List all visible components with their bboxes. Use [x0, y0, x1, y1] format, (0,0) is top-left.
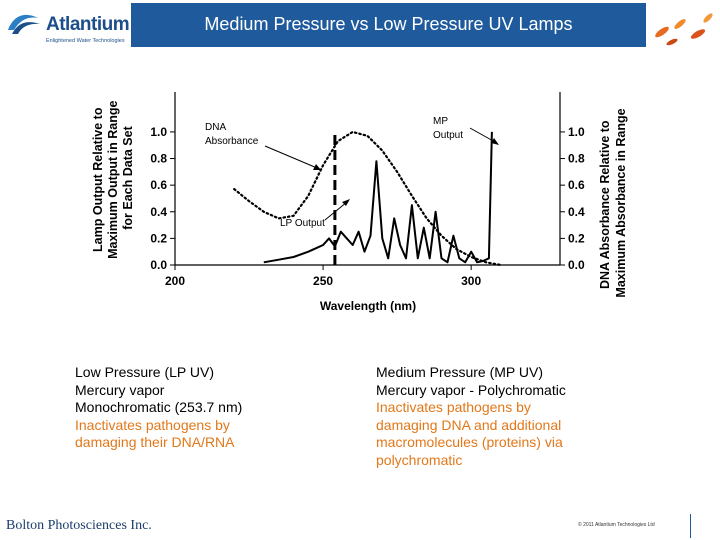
y-tick-right-label: 0.8 [568, 152, 585, 166]
y-tick-right-label: 0.6 [568, 178, 585, 192]
y-label-left-line2: Maximum Output in Range [106, 101, 120, 259]
footer-divider [690, 514, 691, 538]
header-bar: Atlantium Enlightened Water Technologies… [0, 0, 720, 50]
lp-annotation: LP Output [280, 218, 325, 229]
y-label-right-line1: DNA Absorbance Relative to [598, 120, 612, 289]
lp-arrow-head-icon [342, 199, 350, 206]
dna-annotation-line2: Absorbance [205, 136, 259, 147]
lp-line-effect-2: damaging their DNA/RNA [75, 434, 235, 450]
mp-line-source: Mercury vapor - Polychromatic [376, 381, 566, 398]
y-axis-label-left: Lamp Output Relative to Maximum Output i… [91, 97, 135, 259]
x-tick-label: 200 [165, 274, 185, 288]
mp-uv-description: Medium Pressure (MP UV) Mercury vapor - … [376, 364, 566, 469]
mp-line-title: Medium Pressure (MP UV) [376, 364, 544, 380]
y-tick-left-label: 0.8 [150, 152, 167, 166]
y-tick-right-label: 1.0 [568, 125, 585, 139]
mp-line-effect-3: macromolecules (proteins) via [376, 434, 563, 450]
footer-copyright: © 2011 Atlantium Technologies Ltd [578, 522, 655, 528]
y-label-right-line2: Maximum Absorbance in Range [614, 108, 628, 297]
y-label-left-line1: Lamp Output Relative to [91, 107, 105, 252]
uv-spectrum-chart: 0.0 0.2 0.4 0.6 0.8 1.0 0.0 0.2 0.4 0.6 0.8 1.0 200 2… [91, 92, 628, 313]
wave-logo-icon [8, 14, 40, 34]
x-tick-label: 300 [461, 274, 481, 288]
footer-credit: Bolton Photosciences Inc. [6, 518, 152, 533]
axis-ticks: 0.0 0.2 0.4 0.6 0.8 1.0 0.0 0.2 0.4 0.6 0.8 1.0 200 2… [150, 125, 585, 288]
dna-annotation-arrow [264, 145, 318, 169]
y-tick-right-label: 0.0 [568, 258, 585, 272]
y-label-left-line3: for Each Data Set [121, 125, 135, 229]
lp-uv-description: Low Pressure (LP UV) Mercury vapor Monoc… [75, 364, 242, 452]
y-tick-left-label: 0.2 [150, 231, 167, 245]
page-title: Medium Pressure vs Low Pressure UV Lamps [204, 14, 573, 34]
y-tick-right-label: 0.4 [568, 205, 585, 219]
chart-series-group [233, 130, 502, 267]
title-banner: Medium Pressure vs Low Pressure UV Lamps [131, 3, 646, 47]
dna-annotation: DNA Absorbance [205, 122, 259, 147]
lp-annotation-arrow [324, 201, 348, 221]
mp-annotation-line2: Output [433, 130, 463, 141]
y-axis-label-right: DNA Absorbance Relative to Maximum Absor… [598, 108, 628, 297]
y-axis-label-left-group: Lamp Output Relative to Maximum Output i… [91, 97, 135, 259]
dna-annotation-line1: DNA [205, 122, 226, 133]
lp-line-source: Mercury vapor [75, 381, 165, 398]
dna-arrow-head-icon [313, 164, 321, 170]
mp-line-effect-4: polychromatic [376, 451, 463, 468]
mp-line-effect-1: Inactivates pathogens by [376, 399, 531, 415]
x-axis-label: Wavelength (nm) [320, 299, 416, 313]
mp-annotation-line1: MP [433, 116, 448, 127]
mp-arrow-head-icon [491, 138, 499, 145]
y-tick-left-label: 0.6 [150, 178, 167, 192]
lp-line-title: Low Pressure (LP UV) [75, 364, 215, 380]
x-tick-label: 250 [313, 274, 333, 288]
y-tick-right-label: 0.2 [568, 231, 585, 245]
logo-tagline: Enlightened Water Technologies [46, 38, 125, 44]
lp-line-effect-1: Inactivates pathogens by [75, 416, 230, 433]
mp-annotation-arrow [469, 127, 496, 143]
atlantium-logo: Atlantium Enlightened Water Technologies [6, 8, 130, 48]
mp-annotation: MP Output [433, 116, 463, 141]
logo-wordmark: Atlantium [46, 14, 130, 35]
mp-line-effect-2: damaging DNA and additional [376, 416, 562, 433]
y-tick-left-label: 1.0 [150, 125, 167, 139]
y-tick-left-label: 0.4 [150, 205, 167, 219]
mp-output-series [263, 131, 493, 264]
fish-decoration-icon [655, 13, 713, 46]
y-axis-label-right-group: DNA Absorbance Relative to Maximum Absor… [598, 108, 628, 297]
lp-line-spectrum: Monochromatic (253.7 nm) [75, 399, 243, 415]
y-tick-left-label: 0.0 [150, 258, 167, 272]
